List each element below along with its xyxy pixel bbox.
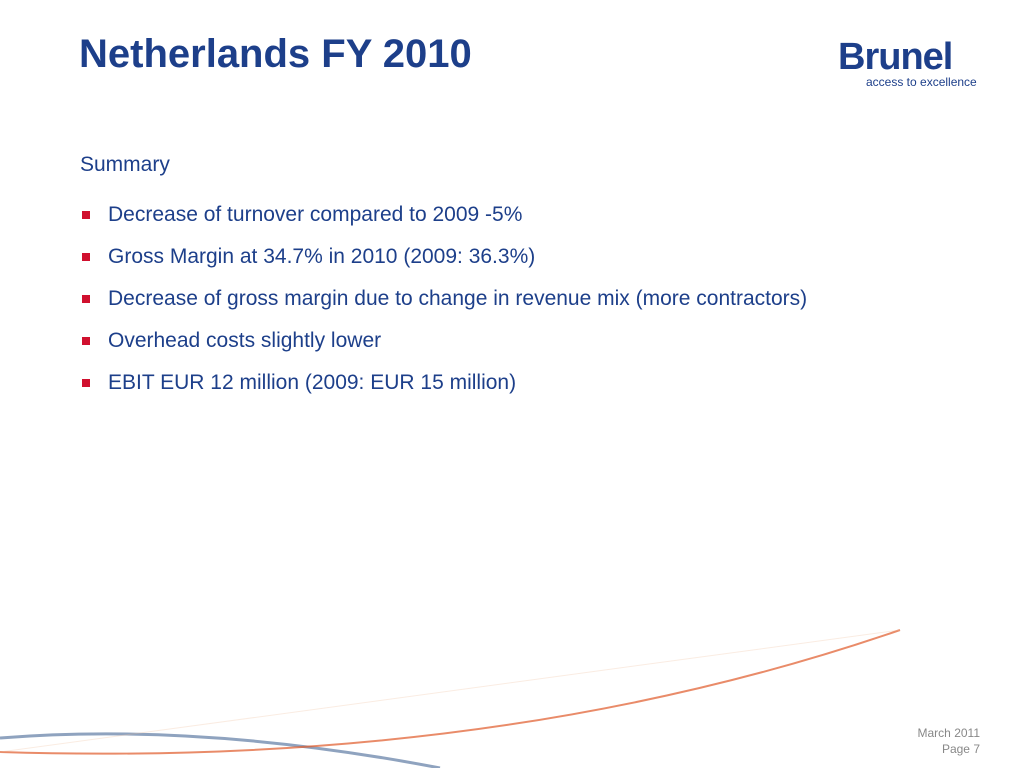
bullet: Decrease of gross margin due to change i… (80, 284, 807, 326)
footer-date: March 2011 (917, 726, 980, 740)
title: Netherlands FY 2010 (79, 32, 472, 76)
footer-page: Page 7 (941, 742, 980, 756)
tagline: access to excellence (866, 75, 977, 89)
bullet: Decrease of turnover compared to 2009 -5… (80, 200, 807, 242)
bullet: Gross Margin at 34.7% in 2010 (2009: 36.… (80, 242, 807, 284)
bullet: Overhead costs slightly lower (80, 326, 807, 368)
bullet-list: Decrease of turnover compared to 2009 -5… (80, 200, 807, 410)
section-heading: Summary (80, 153, 170, 176)
logo: Brunel (838, 36, 953, 78)
bullet: EBIT EUR 12 million (2009: EUR 15 millio… (80, 368, 807, 410)
